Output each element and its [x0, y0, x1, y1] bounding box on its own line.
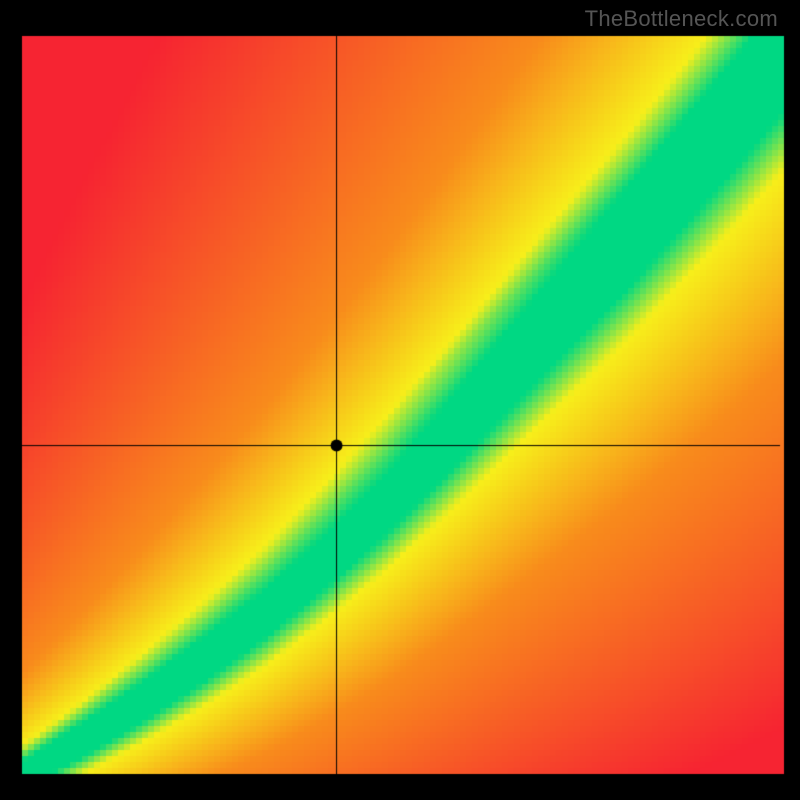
- watermark-text: TheBottleneck.com: [585, 6, 778, 32]
- bottleneck-heatmap: [0, 0, 800, 800]
